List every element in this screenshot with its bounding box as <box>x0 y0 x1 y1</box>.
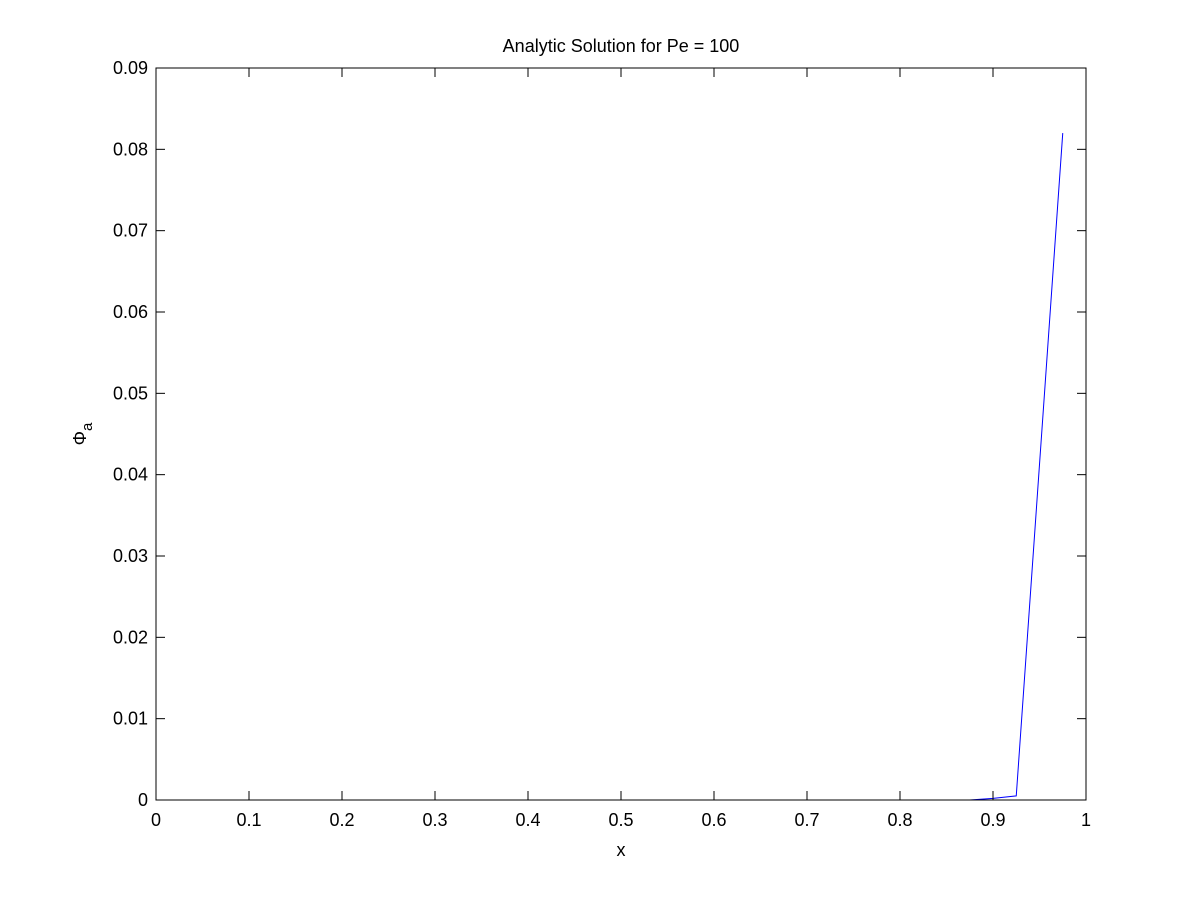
y-axis-label-main: Φ <box>70 431 90 445</box>
y-tick-label: 0.06 <box>113 302 148 322</box>
y-tick-label: 0.05 <box>113 383 148 403</box>
y-axis-label-subscript: a <box>79 422 96 431</box>
x-tick-label: 0.1 <box>236 810 261 830</box>
ticks-layer: 0 0.1 0.2 0.3 0.4 0.5 0.6 0.7 0.8 0.9 1 0 0.01 0.02 0.… <box>113 58 1091 830</box>
x-tick-label: 0.9 <box>980 810 1005 830</box>
y-tick-label: 0.07 <box>113 221 148 241</box>
y-tick-label: 0.01 <box>113 709 148 729</box>
x-axis-label: x <box>617 840 626 860</box>
x-tick-label: 0.3 <box>422 810 447 830</box>
x-tick-label: 0.2 <box>329 810 354 830</box>
x-tick-label: 0.8 <box>887 810 912 830</box>
x-tick-label: 0.4 <box>515 810 540 830</box>
x-tick-label: 0.6 <box>701 810 726 830</box>
y-axis-label: Φa <box>70 422 96 445</box>
plot-background <box>156 68 1086 800</box>
x-tick-label: 0 <box>151 810 161 830</box>
x-tick-label: 1 <box>1081 810 1091 830</box>
y-tick-label: 0.08 <box>113 139 148 159</box>
axes-box <box>155 67 1087 801</box>
x-tick-label: 0.7 <box>794 810 819 830</box>
x-tick-label: 0.5 <box>608 810 633 830</box>
y-tick-label: 0.09 <box>113 58 148 78</box>
y-tick-label: 0 <box>138 790 148 810</box>
chart-title: Analytic Solution for Pe = 100 <box>503 36 740 56</box>
y-tick-label: 0.03 <box>113 546 148 566</box>
y-tick-label: 0.02 <box>113 627 148 647</box>
y-tick-label: 0.04 <box>113 465 148 485</box>
